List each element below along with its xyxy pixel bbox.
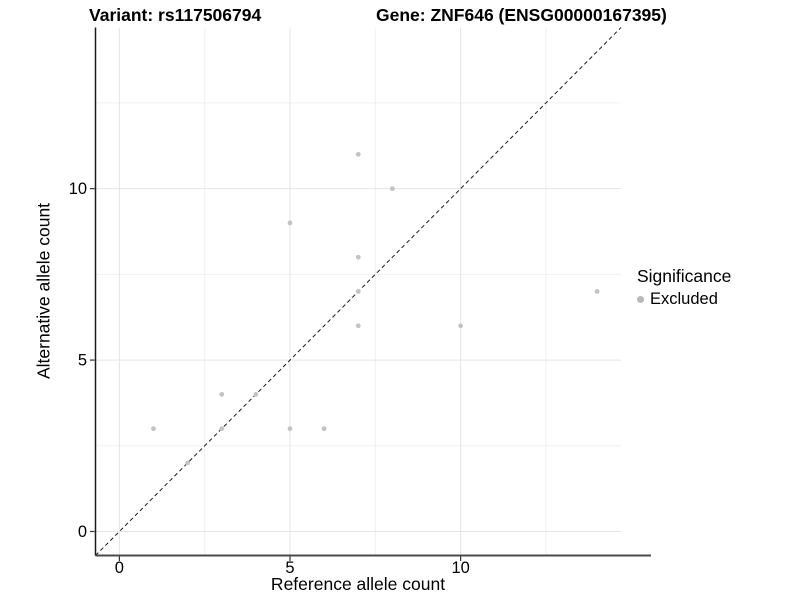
data-point <box>389 186 395 192</box>
data-point <box>253 391 259 397</box>
data-point <box>219 426 225 432</box>
legend-title: Significance <box>637 266 732 286</box>
data-point <box>151 426 156 432</box>
data-point <box>219 391 225 397</box>
legend-item-excluded: Excluded <box>637 290 731 309</box>
x-tick-label: 0 <box>115 559 124 577</box>
data-point <box>287 426 293 432</box>
data-point <box>321 426 327 432</box>
legend-item-label: Excluded <box>650 290 718 308</box>
x-tick-label: 5 <box>285 559 294 577</box>
variant-title: Variant: rs117506794 <box>89 5 262 25</box>
x-axis-title: Reference allele count <box>270 574 446 594</box>
y-tick-label: 0 <box>78 523 87 541</box>
data-point <box>458 323 464 329</box>
y-tick-label: 10 <box>69 180 87 198</box>
data-point <box>355 289 361 294</box>
gene-title: Gene: ZNF646 (ENSG00000167395) <box>376 5 667 25</box>
x-tick-label: 10 <box>451 559 469 577</box>
data-point <box>355 151 361 157</box>
y-tick-label: 5 <box>78 352 87 370</box>
data-point <box>355 323 361 329</box>
data-point <box>355 254 361 260</box>
data-point <box>594 289 600 294</box>
legend-key-dot <box>637 296 644 303</box>
legend: Significance Excluded <box>637 266 731 309</box>
data-point <box>185 460 191 466</box>
data-point <box>287 220 293 226</box>
